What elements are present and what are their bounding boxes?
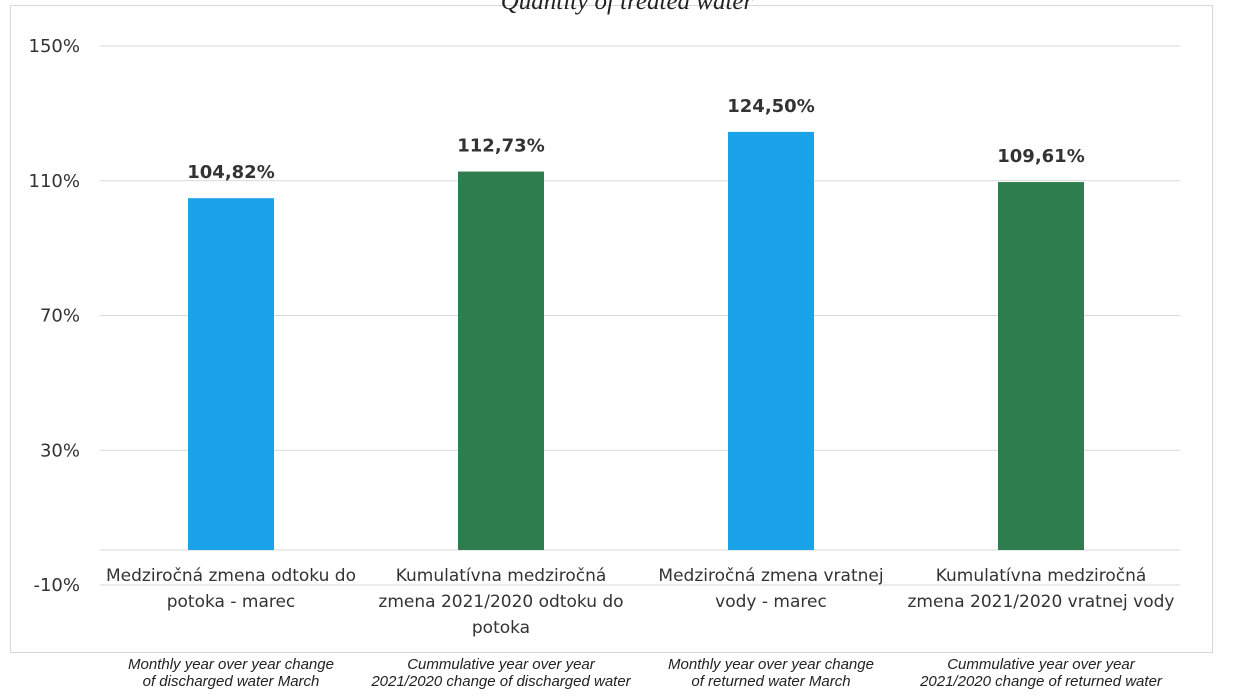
english-category-label: Cummulative year over year 2021/2020 cha… bbox=[920, 656, 1162, 690]
english-category-label: Monthly year over year change of dischar… bbox=[128, 656, 334, 690]
x-category-label: Medziročná zmena odtoku do potoka - mare… bbox=[105, 566, 356, 612]
chart-frame bbox=[10, 5, 1213, 653]
english-category-label: Monthly year over year change of returne… bbox=[668, 656, 874, 690]
bar bbox=[998, 182, 1084, 550]
english-category-label: Cummulative year over year 2021/2020 cha… bbox=[371, 656, 631, 690]
bar bbox=[458, 171, 544, 550]
x-category-label: Kumulatívna medziročná zmena 2021/2020 v… bbox=[907, 566, 1175, 612]
chart-title: Quantity of treated water bbox=[500, 0, 754, 15]
x-category-label: Kumulatívna medziročná zmena 2021/2020 o… bbox=[378, 566, 624, 638]
data-label: 109,61% bbox=[997, 146, 1085, 167]
y-tick-label: 110% bbox=[29, 171, 80, 192]
data-label: 112,73% bbox=[457, 136, 545, 157]
bar bbox=[728, 131, 814, 550]
y-tick-label: -10% bbox=[33, 575, 80, 596]
y-tick-label: 30% bbox=[40, 440, 80, 461]
data-label: 124,50% bbox=[727, 96, 815, 117]
y-tick-label: 70% bbox=[40, 306, 80, 327]
bar bbox=[188, 198, 274, 550]
data-label: 104,82% bbox=[187, 162, 275, 183]
y-tick-label: 150% bbox=[29, 36, 80, 57]
x-category-label: Medziročná zmena vratnej vody - marec bbox=[658, 566, 884, 612]
